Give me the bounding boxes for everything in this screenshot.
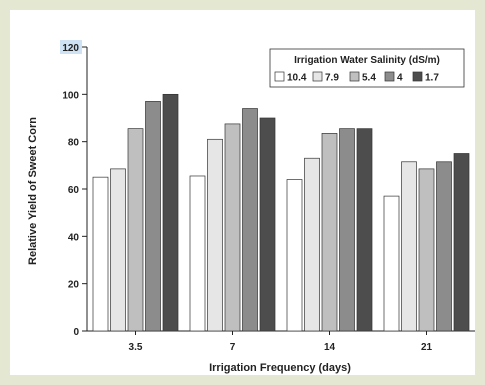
legend-label: 1.7: [425, 73, 439, 84]
legend-title: Irrigation Water Salinity (dS/m): [294, 55, 440, 66]
bar: [453, 153, 470, 332]
bar: [207, 138, 223, 332]
y-tick-label: 60: [68, 185, 80, 196]
bar: [259, 117, 276, 332]
x-tick-label: 21: [421, 342, 433, 353]
legend: Irrigation Water Salinity (dS/m) 10.4 7.9…: [269, 48, 465, 88]
bar: [110, 168, 126, 332]
y-axis-title: Relative Yield of Sweet Corn: [27, 117, 39, 265]
bar: [304, 157, 320, 332]
legend-items: 10.4 7.9 5.4 4 1.7: [274, 71, 439, 84]
bar: [286, 179, 303, 332]
legend-box: [269, 48, 465, 88]
bar: [383, 195, 400, 332]
legend-swatch: [349, 71, 360, 82]
x-tick-label: 14: [324, 342, 336, 353]
bar: [339, 128, 355, 332]
y-tick-highlight: [60, 40, 82, 54]
bar: [418, 168, 435, 332]
x-tick-label: 3.5: [129, 342, 143, 353]
legend-swatch: [384, 71, 395, 82]
y-tick-label: 40: [68, 232, 80, 243]
bar: [92, 176, 109, 332]
plot-area: 0 20 40 60 80 100 120 3.5 7 14 21: [60, 40, 475, 353]
y-tick-label: 120: [62, 43, 79, 54]
legend-label: 4: [397, 73, 403, 84]
bar: [162, 93, 179, 332]
y-tick-label: 20: [68, 280, 80, 291]
bar: [242, 108, 258, 332]
bar: [401, 161, 417, 332]
legend-label: 7.9: [325, 73, 339, 84]
y-tick-label: 80: [68, 138, 80, 149]
bar: [321, 133, 338, 332]
bar: [189, 175, 206, 332]
y-tick-label: 100: [62, 90, 79, 101]
legend-label: 10.4: [287, 73, 307, 84]
bar: [436, 161, 452, 332]
legend-swatch: [312, 71, 323, 82]
bar: [356, 128, 373, 332]
x-axis-title: Irrigation Frequency (days): [209, 362, 351, 374]
bar: [127, 128, 144, 332]
bar: [224, 123, 241, 332]
legend-swatch: [274, 71, 285, 82]
x-tick-label: 7: [230, 342, 236, 353]
legend-label: 5.4: [362, 73, 376, 84]
y-tick-label: 0: [73, 327, 79, 338]
legend-swatch: [412, 71, 423, 82]
bar: [145, 101, 161, 332]
